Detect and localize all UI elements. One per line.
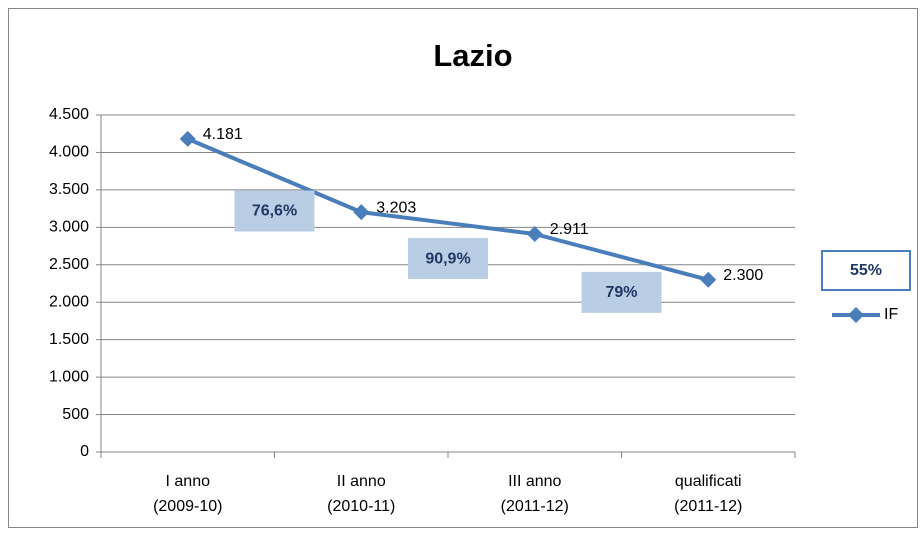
y-tick-label: 2.500 <box>49 256 89 273</box>
x-tick-label-line: (2011-12) <box>674 498 742 515</box>
legend-label: IF <box>884 306 898 323</box>
annotation: 79% <box>605 284 637 301</box>
y-tick-label: 0 <box>80 443 89 460</box>
annotation-box <box>581 271 662 313</box>
y-tick-label: 2.000 <box>49 293 89 310</box>
point <box>179 130 196 147</box>
x-tick-label: II anno (2010-11) <box>327 473 395 515</box>
value-label: 4.181 <box>203 126 243 143</box>
annotation-box <box>234 190 315 232</box>
legend-marker <box>848 307 864 323</box>
y-tick-label: 3.500 <box>49 181 89 198</box>
x-tick-label: III anno (2011-12) <box>501 473 569 515</box>
x-tick-label-line: (2010-11) <box>327 498 395 515</box>
point <box>526 225 543 242</box>
chart-title: Lazio <box>433 38 512 73</box>
x-tick-label-line: (2009-10) <box>153 498 222 515</box>
value-label: 3.203 <box>376 199 416 216</box>
series-line <box>186 137 709 282</box>
point <box>700 271 717 288</box>
overall-annotation: 55% <box>850 262 882 279</box>
x-tick-label-line: III anno <box>508 473 561 490</box>
x-tick-label: qualificati (2011-12) <box>674 473 742 515</box>
overall-annotation-box <box>821 250 911 291</box>
value-label: 2.911 <box>550 221 589 238</box>
y-tick-label: 1.000 <box>49 368 89 385</box>
y-tick-label: 4.000 <box>49 144 89 161</box>
y-tick-label: 1.500 <box>49 331 89 348</box>
x-tick-label-line: (2011-12) <box>501 498 569 515</box>
y-tick-label: 500 <box>62 406 89 423</box>
annotation: 90,9% <box>425 250 470 267</box>
y-tick-label: 4.500 <box>49 106 89 123</box>
y-tick-label: 3.000 <box>49 219 89 236</box>
annotation: 76,6% <box>252 203 297 220</box>
x-tick-label: I anno (2009-10) <box>153 473 222 515</box>
point <box>353 204 370 221</box>
value-label: 2.300 <box>723 267 763 284</box>
x-tick-label-line: qualificati <box>675 473 742 490</box>
x-tick-label-line: II anno <box>337 473 386 490</box>
annotation-box <box>408 238 488 280</box>
x-tick-label-line: I anno <box>166 473 211 490</box>
